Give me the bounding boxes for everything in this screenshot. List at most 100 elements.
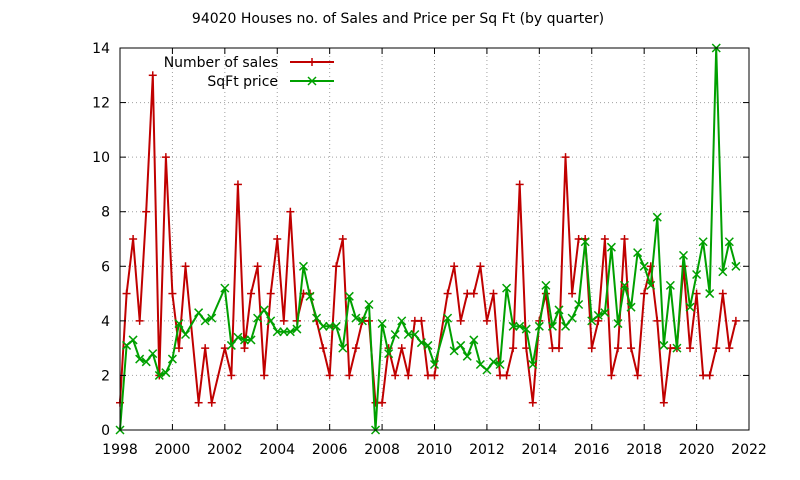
data-point bbox=[515, 321, 525, 331]
data-point bbox=[607, 371, 616, 380]
data-point bbox=[167, 354, 177, 364]
data-point bbox=[547, 321, 557, 331]
data-point bbox=[482, 316, 491, 325]
data-point bbox=[698, 237, 708, 247]
x-tick-label: 2004 bbox=[259, 442, 295, 458]
data-point bbox=[272, 327, 282, 337]
data-point bbox=[194, 308, 204, 318]
data-point bbox=[488, 357, 498, 367]
data-point bbox=[345, 371, 354, 380]
data-point bbox=[377, 319, 387, 329]
x-tick-label: 2016 bbox=[574, 442, 610, 458]
data-point bbox=[260, 371, 269, 380]
legend: Number of sales SqFt price bbox=[164, 55, 334, 90]
y-tick-label: 8 bbox=[101, 205, 110, 221]
data-point bbox=[161, 153, 170, 162]
data-point bbox=[246, 335, 256, 345]
data-point bbox=[495, 359, 505, 370]
data-point bbox=[266, 316, 276, 326]
data-point bbox=[207, 398, 216, 407]
data-point bbox=[168, 289, 177, 298]
data-point bbox=[233, 180, 242, 189]
data-point bbox=[319, 344, 328, 353]
data-point bbox=[502, 283, 512, 293]
data-point bbox=[233, 332, 243, 342]
data-point bbox=[469, 289, 478, 298]
data-point bbox=[568, 289, 577, 298]
data-point bbox=[456, 340, 466, 350]
data-point bbox=[731, 316, 740, 325]
data-point bbox=[489, 289, 498, 298]
data-point bbox=[161, 368, 171, 378]
data-point bbox=[528, 398, 537, 407]
data-point bbox=[129, 235, 138, 243]
data-point bbox=[672, 343, 682, 353]
series-line bbox=[119, 74, 737, 404]
data-point bbox=[502, 371, 511, 380]
data-point bbox=[633, 371, 642, 380]
data-point bbox=[364, 299, 374, 310]
data-point bbox=[325, 371, 334, 380]
data-point bbox=[135, 316, 144, 325]
data-point bbox=[554, 305, 564, 315]
x-tick-label: 2006 bbox=[312, 442, 348, 458]
data-point bbox=[279, 327, 289, 337]
data-point bbox=[594, 316, 603, 325]
y-tick-label: 4 bbox=[101, 314, 110, 330]
data-point bbox=[476, 262, 485, 271]
series-number-of-sales bbox=[116, 71, 740, 407]
data-point bbox=[141, 357, 151, 367]
data-point bbox=[279, 316, 288, 325]
data-point bbox=[705, 371, 714, 380]
plot-series bbox=[115, 43, 741, 435]
y-tick-label: 12 bbox=[92, 96, 110, 112]
legend-marker bbox=[307, 76, 317, 86]
data-point bbox=[181, 262, 190, 271]
data-point bbox=[580, 237, 590, 247]
data-point bbox=[390, 329, 400, 340]
data-point bbox=[593, 310, 603, 320]
data-point bbox=[587, 316, 597, 326]
data-point bbox=[554, 344, 563, 353]
data-point bbox=[344, 291, 354, 301]
data-point bbox=[174, 344, 183, 353]
data-point bbox=[416, 338, 426, 348]
y-tick-label: 10 bbox=[92, 150, 110, 166]
data-point bbox=[685, 302, 695, 312]
data-point bbox=[239, 335, 250, 345]
data-point bbox=[712, 344, 721, 353]
data-point bbox=[627, 344, 636, 353]
x-tick-label: 2014 bbox=[522, 442, 558, 458]
data-point bbox=[122, 340, 132, 350]
data-point bbox=[450, 262, 459, 271]
data-point bbox=[429, 359, 440, 370]
data-point bbox=[305, 291, 315, 301]
x-tick-label: 1998 bbox=[102, 442, 138, 458]
legend-label: Number of sales bbox=[164, 55, 278, 71]
data-point bbox=[154, 370, 164, 380]
data-point bbox=[240, 344, 249, 353]
data-point bbox=[200, 316, 210, 326]
data-point bbox=[391, 371, 400, 380]
data-point bbox=[338, 235, 347, 243]
data-point bbox=[574, 299, 584, 310]
data-point bbox=[148, 71, 157, 80]
y-tick-label: 0 bbox=[101, 423, 110, 439]
data-point bbox=[220, 283, 230, 293]
data-point bbox=[692, 289, 701, 298]
data-point bbox=[508, 321, 518, 331]
data-point bbox=[561, 153, 570, 162]
y-tick-label: 2 bbox=[101, 368, 110, 384]
data-point bbox=[292, 324, 302, 334]
data-point bbox=[462, 351, 472, 361]
data-point bbox=[148, 349, 158, 359]
data-point bbox=[142, 207, 151, 216]
data-point bbox=[639, 261, 649, 271]
x-tick-label: 2008 bbox=[364, 442, 400, 458]
data-point bbox=[659, 398, 668, 407]
data-point bbox=[600, 235, 609, 243]
data-point bbox=[122, 289, 131, 298]
data-point bbox=[286, 207, 295, 216]
data-point bbox=[443, 313, 453, 323]
